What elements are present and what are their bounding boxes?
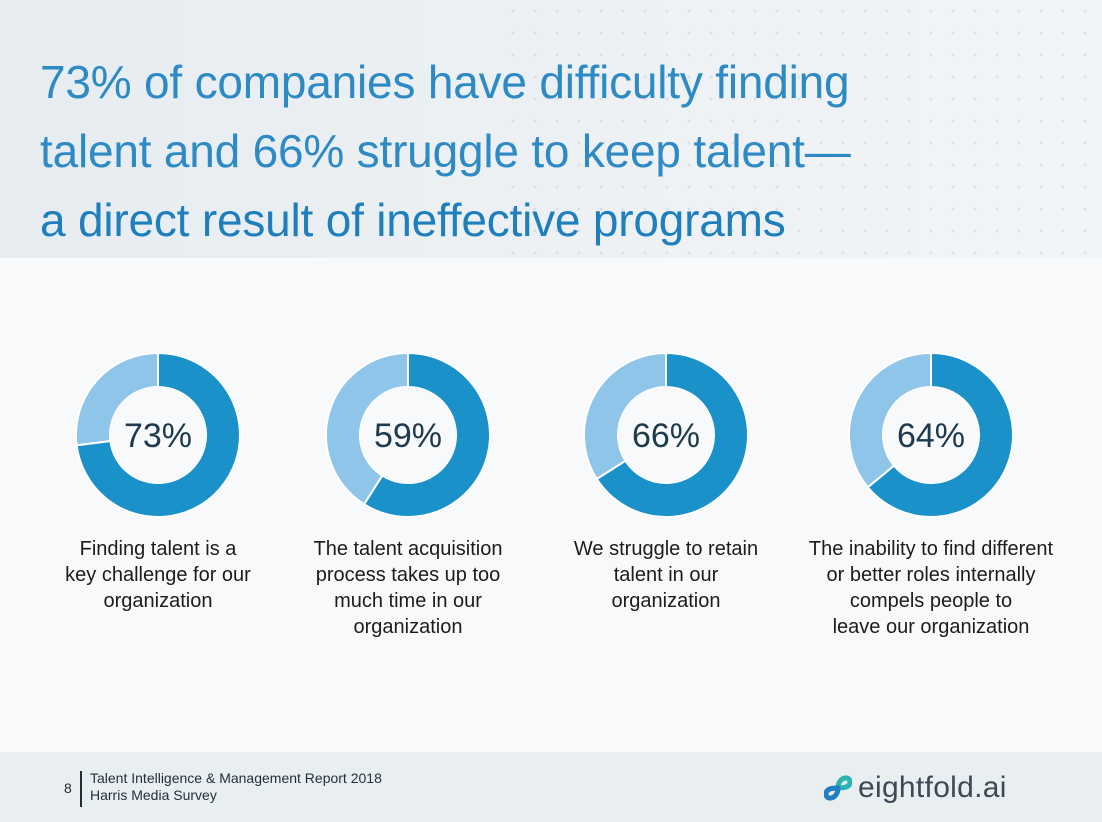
source-citation: Talent Intelligence & Management Report … (90, 770, 382, 804)
header-banner: 73% of companies have difficulty finding… (0, 0, 1102, 258)
donut-svg: 64% (848, 351, 1014, 518)
donut-percent-label: 66% (632, 417, 700, 455)
donut-svg: 66% (583, 351, 749, 518)
donut-svg: 73% (75, 351, 241, 518)
donut-charts: 73% Finding talent is a key challenge fo… (0, 350, 1102, 670)
donut-slice-remainder (583, 351, 667, 481)
donut-hole (110, 387, 206, 483)
donut-chart-internal-roles: 64% The inability to find different or b… (796, 350, 1066, 640)
donut-chart-acquisition-time: 59% The talent acquisition process takes… (273, 350, 543, 640)
headline: 73% of companies have difficulty finding… (40, 48, 851, 255)
donut-hole (883, 387, 979, 483)
chart-caption: The talent acquisition process takes up … (313, 538, 503, 638)
eightfold-logo: eightfold.ai (824, 768, 1007, 808)
donut-percent-label: 73% (124, 417, 192, 455)
headline-line-1: 73% of companies have difficulty finding (40, 56, 850, 108)
donut-chart-retain-talent: 66% We struggle to retain talent in our … (531, 350, 801, 614)
chart-caption: Finding talent is a key challenge for ou… (65, 538, 251, 612)
chart-caption: We struggle to retain talent in our orga… (573, 538, 759, 612)
donut-svg: 59% (325, 351, 491, 518)
donut-percent-label: 64% (897, 417, 965, 455)
donut-hole (360, 387, 456, 483)
headline-line-3: a direct result of ineffective programs (40, 194, 786, 246)
infinity-link-icon (824, 775, 852, 801)
donut-hole (618, 387, 714, 483)
footer-divider (80, 771, 82, 807)
donut-slice-value (866, 351, 1014, 518)
source-survey: Harris Media Survey (90, 787, 217, 803)
headline-line-2: talent and 66% struggle to keep talent— (40, 125, 851, 177)
source-report: Talent Intelligence & Management Report … (90, 770, 382, 786)
donut-chart-finding-talent: 73% Finding talent is a key challenge fo… (23, 350, 293, 614)
dot-pattern-background (502, 0, 1102, 258)
chart-caption: The inability to find different or bette… (808, 538, 1054, 638)
logo-text: eightfold.ai (858, 771, 1007, 804)
donut-percent-label: 59% (374, 417, 442, 455)
footer: 8 Talent Intelligence & Management Repor… (0, 752, 1102, 822)
page-number: 8 (64, 780, 72, 796)
